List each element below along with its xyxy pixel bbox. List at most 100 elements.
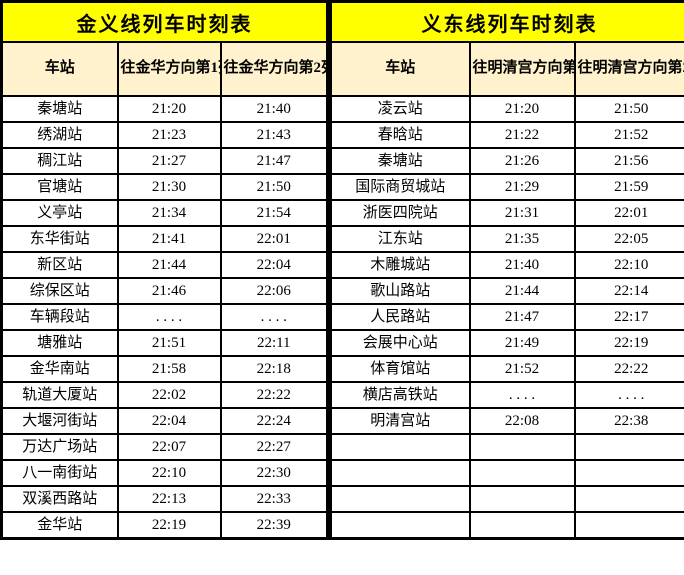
time-cell: 22:01 (219, 225, 329, 253)
column-header-train2: 往明清宫方向第2列 (573, 41, 684, 97)
time-cell: 21:41 (116, 225, 222, 253)
station-cell: 东华街站 (0, 225, 119, 253)
column-header-row: 车站 往明清宫方向第1列 往明清宫方向第2列 (329, 41, 684, 97)
table-row (329, 511, 684, 540)
time-cell: 22:06 (219, 277, 329, 305)
station-cell: 官塘站 (0, 173, 119, 201)
time-cell (573, 511, 684, 540)
station-cell: 木雕城站 (329, 251, 471, 279)
table-row: 综保区站 21:46 22:06 (0, 277, 329, 305)
table-row: 八一南街站 22:10 22:30 (0, 459, 329, 487)
time-cell: 21:49 (468, 329, 576, 357)
column-header-train1: 往明清宫方向第1列 (468, 41, 576, 97)
time-cell: 22:13 (116, 485, 222, 513)
station-cell (329, 511, 471, 540)
time-cell: 21:35 (468, 225, 576, 253)
table-row: 秦塘站 21:26 21:56 (329, 147, 684, 175)
table-title: 义东线列车时刻表 (329, 0, 684, 43)
timetable-body: 凌云站 21:20 21:50 春晗站 21:22 21:52 秦塘站 21:26 21:5… (329, 95, 684, 540)
column-header-train2: 往金华方向第2列 (219, 41, 329, 97)
time-cell: . . . . (116, 303, 222, 331)
table-title-row: 金义线列车时刻表 (0, 0, 329, 43)
station-cell: 万达广场站 (0, 433, 119, 461)
table-row: 人民路站 21:47 22:17 (329, 303, 684, 331)
timetable-jinyi-line: 金义线列车时刻表 车站 往金华方向第1列 往金华方向第2列 秦塘站21:2021… (0, 0, 329, 540)
station-cell: 新区站 (0, 251, 119, 279)
time-cell: 21:52 (573, 121, 684, 149)
table-row: 塘雅站 21:51 22:11 (0, 329, 329, 357)
station-cell: 会展中心站 (329, 329, 471, 357)
time-cell: 21:47 (468, 303, 576, 331)
table-row: 大堰河街站 22:04 22:24 (0, 407, 329, 435)
time-cell: 21:22 (468, 121, 576, 149)
table-row: 凌云站 21:20 21:50 (329, 95, 684, 123)
time-cell: 21:26 (468, 147, 576, 175)
table-row: 木雕城站 21:40 22:10 (329, 251, 684, 279)
time-cell: 21:50 (573, 95, 684, 123)
time-cell: 21:43 (219, 121, 329, 149)
table-row: 浙医四院站 21:31 22:01 (329, 199, 684, 227)
station-cell: 车辆段站 (0, 303, 119, 331)
table-row: 万达广场站 22:07 22:27 (0, 433, 329, 461)
station-cell: 秦塘站 (329, 147, 471, 175)
time-cell: 22:18 (219, 355, 329, 383)
time-cell: 21:29 (468, 173, 576, 201)
table-row: 稠江站 21:27 21:47 (0, 147, 329, 175)
time-cell: 21:46 (116, 277, 222, 305)
station-cell: 春晗站 (329, 121, 471, 149)
station-cell: 人民路站 (329, 303, 471, 331)
station-cell (329, 433, 471, 461)
column-header-train1: 往金华方向第1列 (116, 41, 222, 97)
time-cell: . . . . (468, 381, 576, 409)
station-cell: 义亭站 (0, 199, 119, 227)
station-cell: 国际商贸城站 (329, 173, 471, 201)
table-row: 金华站 22:19 22:39 (0, 511, 329, 540)
station-cell: 明清宫站 (329, 407, 471, 435)
table-row: 国际商贸城站 21:29 21:59 (329, 173, 684, 201)
time-cell: 21:20 (468, 95, 576, 123)
time-cell: 22:04 (116, 407, 222, 435)
station-cell: 八一南街站 (0, 459, 119, 487)
station-cell: 塘雅站 (0, 329, 119, 357)
time-cell: 21:27 (116, 147, 222, 175)
time-cell (573, 433, 684, 461)
table-row: 车辆段站. . . .. . . . (0, 303, 329, 331)
time-cell (573, 459, 684, 487)
table-row: 新区站 21:44 22:04 (0, 251, 329, 279)
table-row: 绣湖站 21:23 21:43 (0, 121, 329, 149)
table-row: 体育馆站 21:52 22:22 (329, 355, 684, 383)
time-cell: 22:11 (219, 329, 329, 357)
time-cell: 22:19 (116, 511, 222, 540)
station-cell: 双溪西路站 (0, 485, 119, 513)
station-cell: 体育馆站 (329, 355, 471, 383)
station-cell: 大堰河街站 (0, 407, 119, 435)
time-cell: 21:31 (468, 199, 576, 227)
station-cell: 凌云站 (329, 95, 471, 123)
time-cell: 21:23 (116, 121, 222, 149)
time-cell (468, 459, 576, 487)
time-cell (573, 485, 684, 513)
station-cell: 金华站 (0, 511, 119, 540)
station-cell: 轨道大厦站 (0, 381, 119, 409)
time-cell: 21:54 (219, 199, 329, 227)
time-cell: 22:39 (219, 511, 329, 540)
table-row: 江东站 21:35 22:05 (329, 225, 684, 253)
time-cell: 21:44 (116, 251, 222, 279)
time-cell: 22:17 (573, 303, 684, 331)
time-cell: 22:01 (573, 199, 684, 227)
time-cell: 22:10 (573, 251, 684, 279)
time-cell: 21:51 (116, 329, 222, 357)
time-cell: 21:44 (468, 277, 576, 305)
station-cell: 横店高铁站 (329, 381, 471, 409)
time-cell: 22:22 (573, 355, 684, 383)
table-row: 横店高铁站. . . .. . . . (329, 381, 684, 409)
table-row: 官塘站 21:30 21:50 (0, 173, 329, 201)
station-cell: 稠江站 (0, 147, 119, 175)
time-cell: . . . . (573, 381, 684, 409)
station-cell: 秦塘站 (0, 95, 119, 123)
time-cell: 21:34 (116, 199, 222, 227)
time-cell: 22:04 (219, 251, 329, 279)
station-cell: 江东站 (329, 225, 471, 253)
table-row: 秦塘站 21:20 21:40 (0, 95, 329, 123)
time-cell: 21:59 (573, 173, 684, 201)
